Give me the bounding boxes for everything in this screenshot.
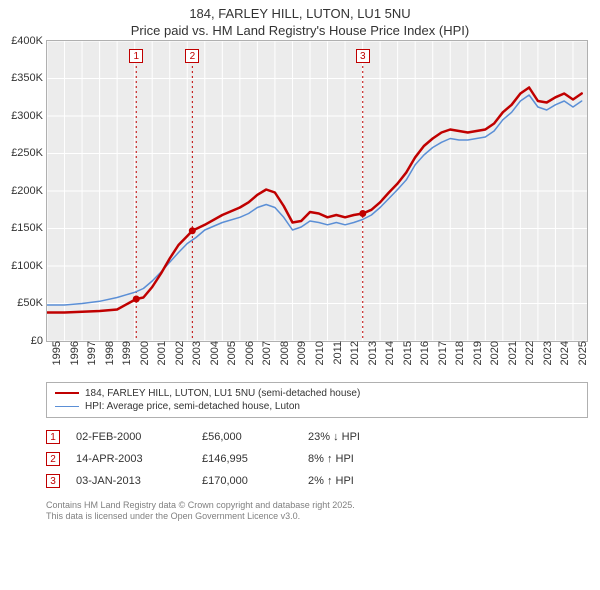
- event-table: 1 02-FEB-2000 £56,000 23% ↓ HPI 2 14-APR-2003…: [46, 426, 588, 492]
- footer-line-1: Contains HM Land Registry data © Crown c…: [46, 500, 588, 512]
- y-axis-tick-label: £150K: [11, 222, 47, 234]
- title-line-1: 184, FARLEY HILL, LUTON, LU1 5NU: [0, 6, 600, 23]
- x-axis-tick-label: 2015: [398, 341, 414, 365]
- event-date: 14-APR-2003: [76, 453, 186, 465]
- x-axis-tick-label: 1999: [117, 341, 133, 365]
- x-axis-tick-label: 2001: [152, 341, 168, 365]
- x-axis-tick-label: 2020: [485, 341, 501, 365]
- legend-item: HPI: Average price, semi-detached house,…: [55, 400, 579, 413]
- x-axis-tick-label: 2025: [573, 341, 589, 365]
- annotation-marker: 3: [356, 49, 370, 63]
- y-axis-tick-label: £100K: [11, 260, 47, 272]
- x-axis-tick-label: 2007: [257, 341, 273, 365]
- x-axis-tick-label: 2019: [468, 341, 484, 365]
- x-axis-tick-label: 1996: [65, 341, 81, 365]
- x-axis-tick-label: 2011: [328, 341, 344, 365]
- x-axis-tick-label: 2006: [240, 341, 256, 365]
- chart-plot-area: £0£50K£100K£150K£200K£250K£300K£350K£400…: [46, 40, 588, 342]
- x-axis-tick-label: 1998: [100, 341, 116, 365]
- event-price: £170,000: [202, 475, 292, 487]
- footer-attribution: Contains HM Land Registry data © Crown c…: [46, 500, 588, 523]
- event-date: 03-JAN-2013: [76, 475, 186, 487]
- legend: 184, FARLEY HILL, LUTON, LU1 5NU (semi-d…: [46, 382, 588, 418]
- event-row: 1 02-FEB-2000 £56,000 23% ↓ HPI: [46, 426, 588, 448]
- legend-label: 184, FARLEY HILL, LUTON, LU1 5NU (semi-d…: [85, 388, 360, 399]
- x-axis-tick-label: 2013: [363, 341, 379, 365]
- event-delta: 2% ↑ HPI: [308, 475, 398, 487]
- event-number: 3: [46, 474, 60, 488]
- y-axis-tick-label: £0: [31, 335, 47, 347]
- legend-label: HPI: Average price, semi-detached house,…: [85, 401, 300, 412]
- x-axis-tick-label: 2023: [538, 341, 554, 365]
- x-axis-tick-label: 2014: [380, 341, 396, 365]
- x-axis-tick-label: 2022: [520, 341, 536, 365]
- event-row: 2 14-APR-2003 £146,995 8% ↑ HPI: [46, 448, 588, 470]
- y-axis-tick-label: £50K: [17, 297, 47, 309]
- legend-swatch: [55, 392, 79, 394]
- event-date: 02-FEB-2000: [76, 431, 186, 443]
- x-axis-tick-label: 2009: [292, 341, 308, 365]
- y-axis-tick-label: £400K: [11, 35, 47, 47]
- x-axis-tick-label: 2000: [135, 341, 151, 365]
- event-number: 1: [46, 430, 60, 444]
- x-axis-tick-label: 2017: [433, 341, 449, 365]
- legend-item: 184, FARLEY HILL, LUTON, LU1 5NU (semi-d…: [55, 387, 579, 400]
- y-axis-tick-label: £200K: [11, 185, 47, 197]
- annotation-marker: 1: [129, 49, 143, 63]
- event-price: £56,000: [202, 431, 292, 443]
- chart-title: 184, FARLEY HILL, LUTON, LU1 5NU Price p…: [0, 0, 600, 40]
- event-delta: 23% ↓ HPI: [308, 431, 398, 443]
- y-axis-tick-label: £350K: [11, 72, 47, 84]
- x-axis-tick-label: 2003: [187, 341, 203, 365]
- x-axis-tick-label: 2004: [205, 341, 221, 365]
- y-axis-tick-label: £300K: [11, 110, 47, 122]
- x-axis-tick-label: 2024: [555, 341, 571, 365]
- annotation-marker: 2: [185, 49, 199, 63]
- footer-line-2: This data is licensed under the Open Gov…: [46, 511, 588, 523]
- x-axis-tick-label: 1995: [47, 341, 63, 365]
- event-delta: 8% ↑ HPI: [308, 453, 398, 465]
- event-row: 3 03-JAN-2013 £170,000 2% ↑ HPI: [46, 470, 588, 492]
- x-axis-tick-label: 2021: [503, 341, 519, 365]
- event-price: £146,995: [202, 453, 292, 465]
- x-axis-tick-label: 2002: [170, 341, 186, 365]
- x-axis-tick-label: 2008: [275, 341, 291, 365]
- legend-swatch: [55, 406, 79, 407]
- title-line-2: Price paid vs. HM Land Registry's House …: [0, 23, 600, 40]
- x-axis-tick-label: 2012: [345, 341, 361, 365]
- x-axis-tick-label: 2005: [222, 341, 238, 365]
- x-axis-tick-label: 2016: [415, 341, 431, 365]
- x-axis-tick-label: 1997: [82, 341, 98, 365]
- x-axis-tick-label: 2018: [450, 341, 466, 365]
- y-axis-tick-label: £250K: [11, 147, 47, 159]
- x-axis-tick-label: 2010: [310, 341, 326, 365]
- event-number: 2: [46, 452, 60, 466]
